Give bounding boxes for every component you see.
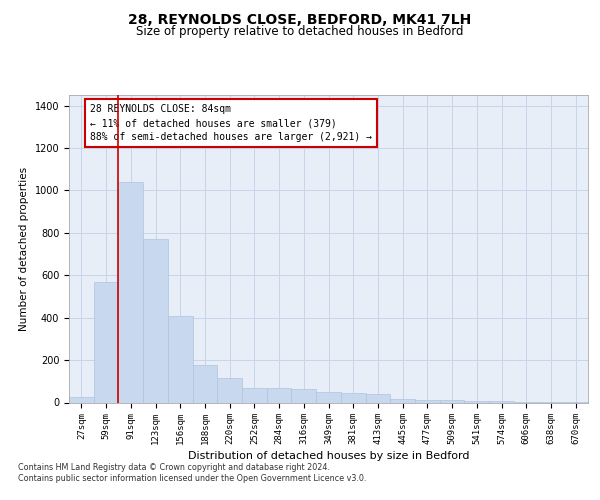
Text: 28 REYNOLDS CLOSE: 84sqm
← 11% of detached houses are smaller (379)
88% of semi-: 28 REYNOLDS CLOSE: 84sqm ← 11% of detach… bbox=[90, 104, 372, 142]
Bar bbox=[464, 400, 489, 402]
X-axis label: Distribution of detached houses by size in Bedford: Distribution of detached houses by size … bbox=[188, 452, 469, 462]
Bar bbox=[94, 282, 118, 403]
Bar bbox=[440, 400, 464, 402]
Text: Size of property relative to detached houses in Bedford: Size of property relative to detached ho… bbox=[136, 25, 464, 38]
Bar bbox=[242, 388, 267, 402]
Bar bbox=[390, 399, 415, 402]
Bar bbox=[193, 366, 217, 403]
Bar bbox=[267, 388, 292, 402]
Bar bbox=[143, 239, 168, 402]
Bar bbox=[292, 388, 316, 402]
Text: Contains public sector information licensed under the Open Government Licence v3: Contains public sector information licen… bbox=[18, 474, 367, 483]
Bar bbox=[168, 316, 193, 402]
Text: Contains HM Land Registry data © Crown copyright and database right 2024.: Contains HM Land Registry data © Crown c… bbox=[18, 462, 330, 471]
Bar bbox=[365, 394, 390, 402]
Bar bbox=[489, 401, 514, 402]
Bar bbox=[217, 378, 242, 402]
Bar bbox=[341, 393, 365, 402]
Bar bbox=[118, 182, 143, 402]
Bar bbox=[69, 396, 94, 402]
Bar bbox=[415, 400, 440, 402]
Text: 28, REYNOLDS CLOSE, BEDFORD, MK41 7LH: 28, REYNOLDS CLOSE, BEDFORD, MK41 7LH bbox=[128, 12, 472, 26]
Y-axis label: Number of detached properties: Number of detached properties bbox=[19, 166, 29, 331]
Bar bbox=[316, 392, 341, 402]
